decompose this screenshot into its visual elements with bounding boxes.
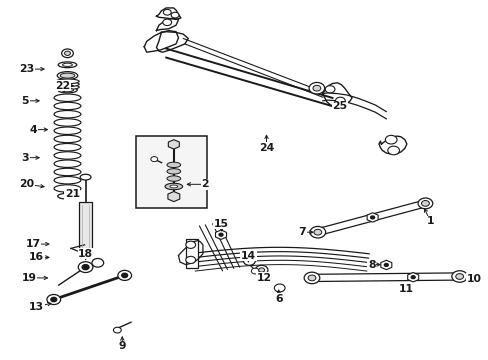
Circle shape <box>258 268 264 272</box>
Text: 24: 24 <box>258 143 274 153</box>
Circle shape <box>421 201 428 206</box>
Bar <box>185 239 197 268</box>
Text: 14: 14 <box>241 251 255 261</box>
Bar <box>79 202 92 252</box>
Text: 12: 12 <box>256 273 271 283</box>
Text: 1: 1 <box>426 216 433 226</box>
Ellipse shape <box>58 62 77 68</box>
Text: 15: 15 <box>214 219 228 229</box>
Text: 18: 18 <box>78 249 93 259</box>
Text: 21: 21 <box>65 189 80 199</box>
Circle shape <box>304 272 319 284</box>
Circle shape <box>385 135 396 144</box>
Circle shape <box>185 241 195 248</box>
Circle shape <box>118 270 131 280</box>
Ellipse shape <box>56 79 79 84</box>
Text: 20: 20 <box>20 179 34 189</box>
Circle shape <box>274 284 285 292</box>
Ellipse shape <box>80 174 91 180</box>
Text: 3: 3 <box>21 153 29 163</box>
Circle shape <box>410 276 414 279</box>
Circle shape <box>325 86 334 93</box>
Ellipse shape <box>57 72 78 80</box>
Circle shape <box>82 265 89 270</box>
Text: 16: 16 <box>29 252 44 262</box>
Polygon shape <box>156 8 181 19</box>
Text: 23: 23 <box>19 64 35 74</box>
Circle shape <box>163 9 171 15</box>
Circle shape <box>309 226 325 238</box>
Circle shape <box>384 264 387 266</box>
Circle shape <box>451 271 467 282</box>
Ellipse shape <box>56 82 79 86</box>
Ellipse shape <box>166 168 181 174</box>
Circle shape <box>219 233 223 236</box>
Polygon shape <box>322 83 351 106</box>
Circle shape <box>47 294 61 305</box>
Ellipse shape <box>58 87 77 93</box>
Ellipse shape <box>61 88 73 92</box>
Text: 11: 11 <box>398 284 412 294</box>
Text: 25: 25 <box>332 101 346 111</box>
Circle shape <box>122 273 127 278</box>
Text: 19: 19 <box>22 273 37 283</box>
Circle shape <box>335 97 345 104</box>
Circle shape <box>313 229 321 235</box>
Circle shape <box>387 146 399 155</box>
Ellipse shape <box>166 162 181 167</box>
Circle shape <box>417 198 432 209</box>
Circle shape <box>307 275 315 281</box>
Polygon shape <box>178 240 203 265</box>
Circle shape <box>455 274 463 279</box>
Ellipse shape <box>58 193 77 199</box>
Circle shape <box>151 157 158 162</box>
Circle shape <box>251 268 259 274</box>
Polygon shape <box>156 32 188 52</box>
Circle shape <box>163 19 171 26</box>
Circle shape <box>243 257 255 265</box>
Text: 9: 9 <box>118 341 126 351</box>
Text: 4: 4 <box>29 125 37 135</box>
Ellipse shape <box>165 183 183 190</box>
Circle shape <box>64 51 70 55</box>
Circle shape <box>113 327 121 333</box>
Circle shape <box>51 297 57 302</box>
Text: 22: 22 <box>55 81 70 91</box>
Polygon shape <box>378 136 406 154</box>
Circle shape <box>312 85 320 91</box>
Text: 7: 7 <box>298 227 305 237</box>
Circle shape <box>185 256 195 264</box>
Circle shape <box>308 82 324 94</box>
Circle shape <box>92 258 103 267</box>
Ellipse shape <box>60 73 75 78</box>
Circle shape <box>255 265 267 275</box>
Ellipse shape <box>166 176 181 181</box>
Circle shape <box>171 12 179 18</box>
Text: 17: 17 <box>26 239 41 249</box>
Text: 10: 10 <box>466 274 481 284</box>
Text: 6: 6 <box>274 294 282 304</box>
Text: 13: 13 <box>29 302 44 312</box>
Polygon shape <box>144 31 178 52</box>
Polygon shape <box>156 18 178 31</box>
Text: 8: 8 <box>367 260 375 270</box>
Circle shape <box>78 262 93 273</box>
Ellipse shape <box>170 185 178 188</box>
Text: 5: 5 <box>21 96 29 106</box>
Ellipse shape <box>62 63 72 66</box>
Text: 2: 2 <box>201 179 209 189</box>
Circle shape <box>370 216 374 219</box>
Bar <box>136 136 206 208</box>
Circle shape <box>61 49 73 58</box>
Ellipse shape <box>56 85 79 89</box>
